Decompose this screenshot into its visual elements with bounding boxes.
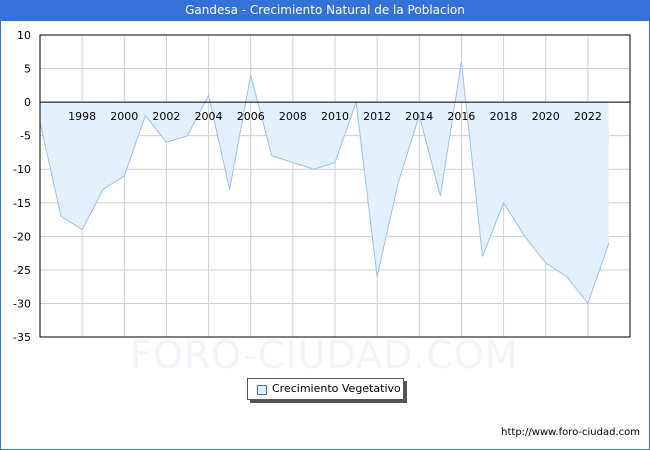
svg-text:2020: 2020 <box>532 110 560 123</box>
svg-text:-5: -5 <box>20 130 31 143</box>
svg-text:2016: 2016 <box>447 110 475 123</box>
svg-text:2006: 2006 <box>237 110 265 123</box>
svg-text:-10: -10 <box>13 163 31 176</box>
svg-text:-30: -30 <box>13 297 31 310</box>
svg-text:2002: 2002 <box>152 110 180 123</box>
svg-text:2008: 2008 <box>279 110 307 123</box>
svg-text:2022: 2022 <box>574 110 602 123</box>
svg-text:-15: -15 <box>13 197 31 210</box>
legend-label: Crecimiento Vegetativo <box>272 382 401 395</box>
data-area <box>40 61 609 304</box>
source-url: http://www.foro-ciudad.com <box>501 427 640 438</box>
watermark: FORO-CIUDAD.COM <box>130 333 519 377</box>
svg-text:2018: 2018 <box>490 110 518 123</box>
svg-text:2010: 2010 <box>321 110 349 123</box>
svg-text:5: 5 <box>24 63 31 76</box>
svg-text:0: 0 <box>24 96 31 109</box>
svg-text:10: 10 <box>17 29 31 42</box>
y-axis-labels: 10 5 0 -5 -10 -15 -20 -25 -30 -35 <box>13 29 31 344</box>
svg-text:2012: 2012 <box>363 110 391 123</box>
legend: Crecimiento Vegetativo <box>247 378 404 400</box>
svg-text:-20: -20 <box>13 230 31 243</box>
svg-text:-25: -25 <box>13 264 31 277</box>
chart-title: Gandesa - Crecimiento Natural de la Pobl… <box>0 0 650 21</box>
svg-text:1998: 1998 <box>68 110 96 123</box>
axes <box>39 34 631 338</box>
data-line <box>39 61 610 305</box>
svg-text:2000: 2000 <box>110 110 138 123</box>
legend-swatch-icon <box>257 385 267 395</box>
svg-text:2004: 2004 <box>195 110 223 123</box>
svg-text:2014: 2014 <box>405 110 433 123</box>
x-axis-labels: 1998 2000 2002 2004 2006 2008 2010 2012 2014 2016… <box>68 110 602 123</box>
svg-text:-35: -35 <box>13 331 31 344</box>
